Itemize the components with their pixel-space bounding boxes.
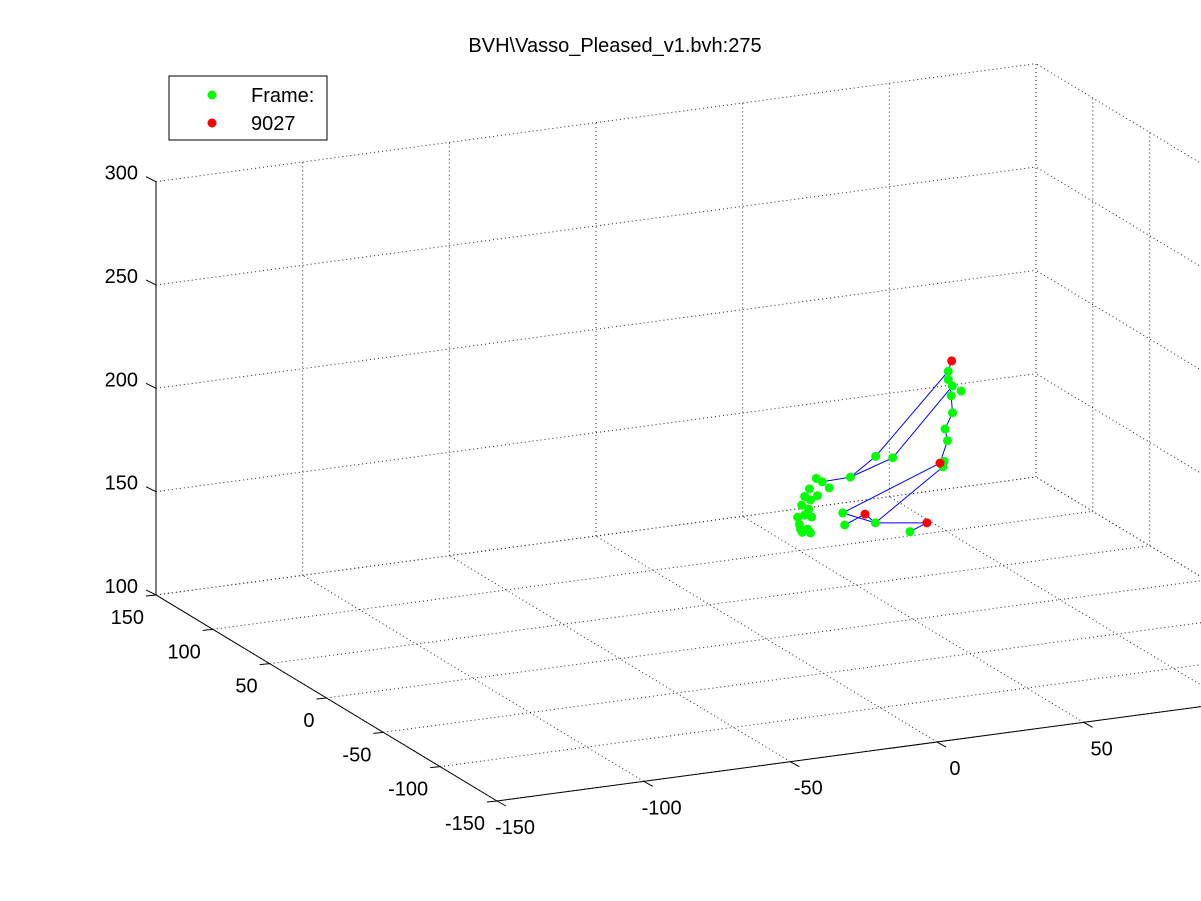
- grid-line-side-z: [1035, 269, 1201, 371]
- skeleton-joint-point: [942, 436, 952, 446]
- skeleton-joint-point: [946, 391, 956, 401]
- z-tick-mark: [145, 176, 157, 183]
- skeleton-joint-point: [947, 408, 957, 418]
- grid-line-side-z: [1035, 63, 1201, 164]
- z-tick-mark: [145, 382, 157, 389]
- tick-marks: [145, 176, 1093, 807]
- skeleton-joint-point: [943, 366, 953, 376]
- skeleton-bone: [850, 457, 894, 478]
- y-tick-label: 100: [167, 641, 200, 663]
- skeleton-joint-point: [947, 381, 957, 391]
- legend-marker-9027: [207, 118, 217, 128]
- skeleton-joint-point: [800, 491, 810, 501]
- y-tick-label: 0: [303, 710, 314, 732]
- skeleton-joint-point: [956, 386, 966, 396]
- skeleton-joint-point: [804, 484, 814, 494]
- x-tick-label: -50: [794, 778, 823, 800]
- tick-labels: -150 -100 -50 0 50 100 150 -150 -100 -50 0 50 100 150…: [105, 163, 1113, 839]
- x-tick-label: 50: [1091, 738, 1113, 760]
- skeleton-joint-point: [871, 451, 881, 461]
- skeleton-joint-point: [840, 520, 850, 530]
- skeleton-joint-point: [797, 500, 807, 510]
- grid-line-floor-x: [889, 496, 1201, 686]
- grid-line-side-z: [1035, 476, 1201, 578]
- skeleton-joint-point: [940, 424, 950, 434]
- x-tick-mark: [790, 761, 800, 768]
- legend-label-frame: Frame:: [251, 85, 314, 107]
- skeleton-joint-point: [824, 483, 834, 493]
- z-tick-mark: [145, 589, 157, 596]
- skeleton-joint-point: [870, 518, 880, 528]
- grid-line-floor-x: [302, 574, 644, 782]
- y-tick-label: -50: [342, 744, 371, 766]
- x-tick-mark: [643, 780, 653, 787]
- skeleton-joint-point: [807, 512, 817, 522]
- x-tick-mark: [936, 741, 947, 748]
- y-tick-label: 50: [235, 676, 257, 698]
- y-tick-label: -150: [445, 813, 485, 835]
- skeleton-bone: [822, 476, 851, 483]
- skeleton-end-site-point: [922, 518, 932, 528]
- skeleton-joint-point: [838, 508, 848, 518]
- y-tick-mark: [145, 594, 157, 597]
- z-tick-label: 150: [105, 473, 138, 495]
- legend-label-9027: 9027: [251, 113, 296, 135]
- grid-line-side-z: [1035, 166, 1201, 268]
- skeleton-joint-point: [811, 473, 821, 483]
- legend-box: [168, 75, 328, 141]
- x-tick-mark: [1083, 721, 1093, 728]
- skeleton-joint-point: [845, 472, 855, 482]
- skeleton-end-site-point: [947, 356, 957, 366]
- skeleton-joint-point: [805, 528, 815, 538]
- grid-line-floor-x: [449, 555, 791, 763]
- skeleton-joint-point: [797, 527, 807, 537]
- z-tick-mark: [145, 486, 157, 493]
- y-tick-mark: [259, 663, 270, 666]
- skeleton-bone: [875, 466, 944, 524]
- z-tick-label: 200: [105, 369, 138, 391]
- skeleton-joint-point: [888, 453, 898, 463]
- z-tick-label: 100: [105, 576, 138, 598]
- grid-line-floor-x: [742, 515, 1084, 723]
- skeleton-joint-point: [943, 375, 953, 385]
- x-tick-mark: [496, 800, 507, 807]
- plot-title: BVH\Vasso_Pleased_v1.bvh:275: [468, 35, 761, 57]
- skeleton-joint-point: [812, 491, 822, 501]
- y-tick-mark: [430, 766, 441, 769]
- x-tick-label: -150: [495, 817, 535, 839]
- legend-marker-frame: [207, 90, 217, 100]
- z-tick-mark: [145, 279, 157, 286]
- skeleton-bone: [875, 370, 949, 457]
- skeleton-bone: [892, 385, 953, 459]
- y-tick-mark: [202, 628, 213, 631]
- legend: Frame: 9027: [168, 75, 328, 141]
- skeleton-bone: [850, 455, 876, 478]
- y-tick-mark: [486, 800, 498, 803]
- skeleton-bone: [842, 462, 941, 514]
- y-tick-mark: [316, 697, 327, 700]
- z-tick-label: 250: [105, 266, 138, 288]
- z-tick-label: 300: [105, 163, 138, 185]
- grid-line-floor-x: [595, 535, 938, 743]
- x-tick-label: 0: [949, 758, 960, 780]
- skeleton-end-site-point: [860, 509, 870, 519]
- skeleton-joints: [793, 356, 966, 538]
- x-tick-label: -100: [642, 797, 682, 819]
- skeleton-bone: [842, 512, 876, 524]
- y-tick-label: 150: [111, 607, 144, 629]
- y-tick-label: -100: [388, 779, 428, 801]
- skeleton-joint-point: [905, 527, 915, 537]
- skeleton-end-site-point: [935, 458, 945, 468]
- skeleton-joint-point: [800, 510, 810, 520]
- grid-line-side-z: [1035, 373, 1201, 474]
- y-tick-mark: [373, 731, 384, 734]
- skeleton-joint-point: [793, 512, 803, 522]
